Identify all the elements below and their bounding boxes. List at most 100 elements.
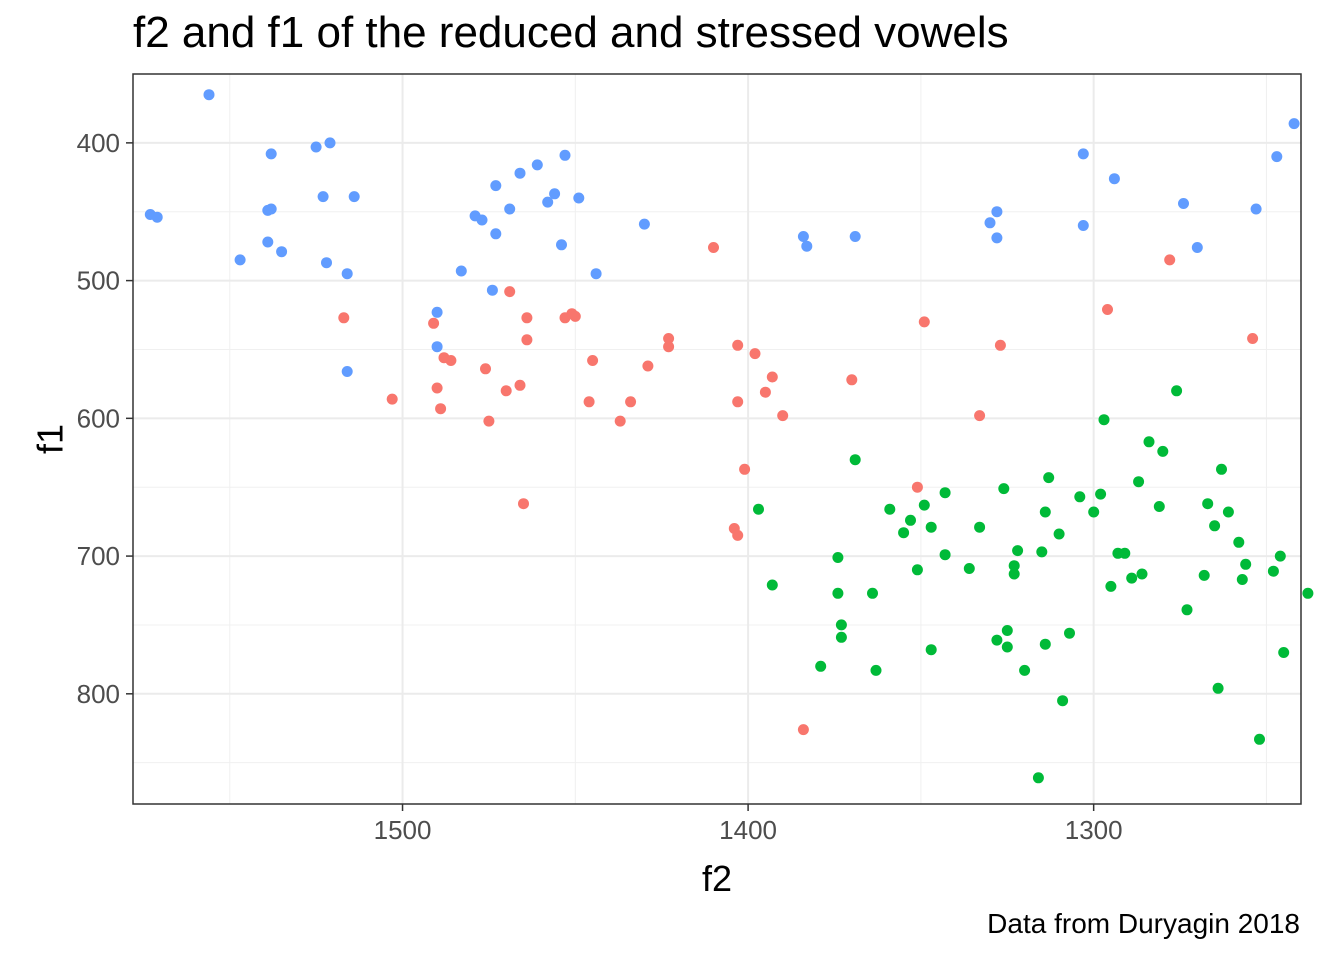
data-point (1053, 528, 1065, 540)
data-point (991, 206, 1003, 218)
data-point (766, 579, 778, 591)
data-point (918, 316, 930, 328)
data-point (777, 410, 789, 422)
data-point (1209, 520, 1221, 532)
data-point (1019, 664, 1031, 676)
data-point (514, 379, 526, 391)
x-axis-ticks: 1500 1400 1300 (374, 804, 1123, 845)
y-tick-label: 800 (77, 679, 120, 709)
data-point (1274, 550, 1286, 562)
data-point (518, 498, 529, 510)
data-point (1178, 198, 1189, 209)
data-point (476, 214, 488, 226)
data-point (556, 239, 567, 251)
data-point (569, 310, 581, 322)
y-tick-label: 700 (77, 541, 120, 571)
data-point (1108, 173, 1120, 185)
data-point (974, 521, 986, 533)
data-point (1102, 304, 1113, 315)
data-point (911, 481, 923, 493)
data-point (625, 396, 637, 408)
data-point (1157, 445, 1169, 457)
plot-panel-border (132, 73, 1302, 805)
data-point (1126, 572, 1138, 584)
data-point (984, 217, 996, 229)
data-point (428, 317, 440, 329)
data-point (911, 564, 923, 576)
data-point (1032, 772, 1044, 784)
data-point (1008, 560, 1020, 572)
data-point (1191, 242, 1203, 253)
data-point (1164, 254, 1176, 266)
data-point (1133, 476, 1145, 488)
data-point (1098, 414, 1110, 426)
data-point (638, 218, 650, 230)
data-point (490, 228, 502, 240)
y-axis-ticks: 400 500 600 700 800 (77, 128, 133, 709)
data-point (1216, 463, 1227, 475)
data-point (663, 341, 675, 353)
data-point (1077, 220, 1089, 231)
data-point (925, 644, 937, 656)
data-point (797, 724, 809, 736)
data-point (1288, 118, 1300, 130)
data-point (1001, 625, 1013, 636)
data-point (542, 196, 554, 208)
data-point (486, 284, 498, 296)
data-point (583, 396, 595, 408)
data-point (994, 339, 1006, 351)
data-point (870, 664, 882, 676)
data-point (1008, 568, 1020, 580)
data-point (1043, 472, 1055, 484)
data-point (341, 268, 353, 280)
data-point (867, 587, 878, 599)
y-tick-label: 500 (77, 266, 120, 296)
data-point (1074, 491, 1086, 503)
data-point (815, 660, 827, 672)
data-point (1001, 641, 1013, 653)
major-gridlines (133, 74, 1301, 804)
data-point (1095, 488, 1107, 500)
data-point (835, 619, 847, 631)
data-point (998, 483, 1010, 495)
data-point (587, 355, 599, 366)
data-point (321, 257, 332, 269)
x-axis-title: f2 (702, 858, 732, 899)
data-point (1233, 536, 1245, 548)
data-point (1153, 501, 1165, 512)
data-point (500, 385, 512, 397)
x-tick-label: 1500 (374, 815, 432, 845)
data-point (435, 403, 447, 415)
data-point (483, 415, 495, 427)
data-point (1250, 203, 1262, 215)
data-point (1039, 638, 1051, 650)
data-point (504, 203, 516, 215)
data-point (974, 410, 986, 422)
data-point (386, 393, 398, 405)
data-point (1181, 604, 1193, 616)
data-point (1212, 682, 1224, 694)
chart-title: f2 and f1 of the reduced and stressed vo… (133, 8, 1009, 57)
data-point (1278, 647, 1290, 658)
data-point (1136, 568, 1148, 580)
data-point (732, 529, 744, 541)
data-point (849, 454, 861, 466)
data-point (1202, 498, 1214, 510)
x-tick-label: 1400 (719, 815, 777, 845)
data-point (614, 415, 626, 427)
data-point (642, 360, 654, 372)
data-point (504, 286, 516, 298)
data-point (832, 587, 844, 599)
data-point (531, 159, 543, 171)
data-point (732, 396, 744, 408)
data-point (1247, 333, 1259, 344)
y-tick-label: 400 (77, 128, 120, 158)
data-point (265, 148, 277, 160)
data-point (849, 231, 861, 242)
data-point (590, 268, 602, 280)
y-tick-label: 600 (77, 403, 120, 433)
data-point (732, 339, 744, 351)
data-point (1171, 385, 1183, 397)
data-point (801, 240, 813, 252)
